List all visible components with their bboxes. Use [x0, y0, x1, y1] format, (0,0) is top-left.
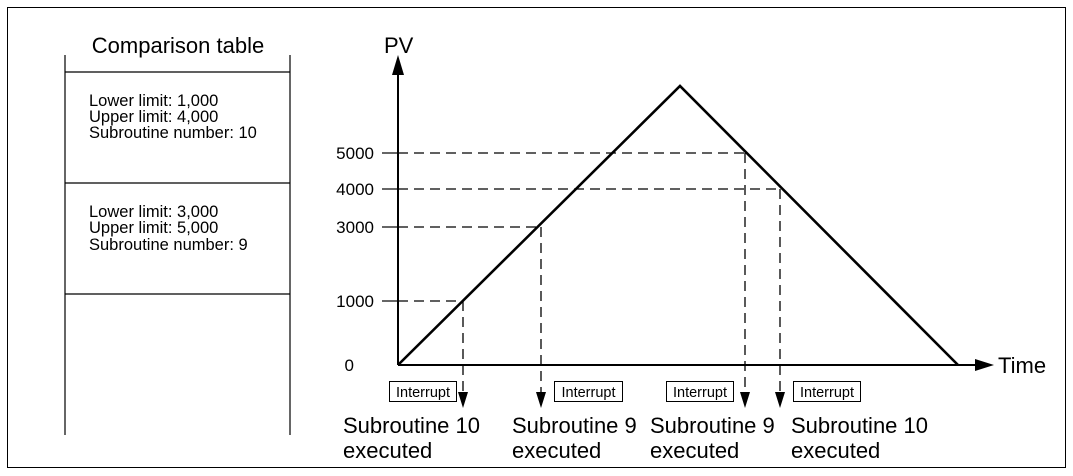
- interrupt-box-4: Interrupt: [793, 381, 861, 402]
- caption-executed: executed: [650, 438, 739, 463]
- tick-label-4000: 4000: [336, 180, 374, 199]
- caption-3: Subroutine 9 executed: [650, 413, 775, 463]
- interrupt-box-1: Interrupt: [389, 381, 457, 402]
- entry-2-upper-limit: Upper limit: 5,000: [89, 219, 218, 237]
- pv-curve: [397, 84, 959, 366]
- caption-executed: executed: [343, 438, 432, 463]
- y-axis-arrowhead: [392, 55, 404, 75]
- caption-subroutine: Subroutine 9: [512, 413, 637, 438]
- comparison-table-title: Comparison table: [92, 33, 264, 58]
- interrupt-label: Interrupt: [396, 385, 450, 401]
- comparison-table: Comparison table Lower limit: 1,000 Uppe…: [64, 33, 291, 435]
- entry-1-upper-limit: Upper limit: 4,000: [89, 108, 218, 126]
- pv-graph: PV Time 5000 4000 3000 1000 0: [336, 33, 1046, 463]
- interrupt-box-frame: [666, 381, 734, 402]
- tick-label-3000: 3000: [336, 218, 374, 237]
- drop-arrowhead-2: [536, 392, 546, 408]
- caption-executed: executed: [512, 438, 601, 463]
- caption-1: Subroutine 10 executed: [343, 413, 480, 463]
- interrupt-box-frame: [554, 381, 623, 402]
- tick-label-5000: 5000: [336, 144, 374, 163]
- table-entry-1: Lower limit: 1,000 Upper limit: 4,000 Su…: [89, 92, 257, 142]
- tick-label-0: 0: [345, 356, 354, 375]
- caption-4: Subroutine 10 executed: [791, 413, 928, 463]
- entry-2-subroutine-number: Subroutine number: 9: [89, 236, 248, 254]
- x-axis-label: Time: [998, 353, 1046, 378]
- entry-1-lower-limit: Lower limit: 1,000: [89, 92, 218, 110]
- interrupt-box-frame: [793, 381, 861, 402]
- entry-1-subroutine-number: Subroutine number: 10: [89, 124, 257, 142]
- interrupt-box-frame: [389, 381, 457, 402]
- tick-label-1000: 1000: [336, 292, 374, 311]
- outer-frame: [7, 7, 1066, 468]
- drop-arrowhead-4: [775, 392, 785, 408]
- caption-2: Subroutine 9 executed: [512, 413, 637, 463]
- interrupt-label: Interrupt: [800, 385, 854, 401]
- caption-executed: executed: [791, 438, 880, 463]
- drop-arrowhead-3: [740, 392, 750, 408]
- interrupt-box-3: Interrupt: [666, 381, 734, 402]
- y-axis-label: PV: [384, 33, 414, 58]
- x-axis-arrowhead: [975, 359, 994, 371]
- caption-subroutine: Subroutine 9: [650, 413, 775, 438]
- drop-arrowhead-1: [458, 392, 468, 408]
- table-entry-2: Lower limit: 3,000 Upper limit: 5,000 Su…: [89, 203, 248, 254]
- interrupt-box-2: Interrupt: [554, 381, 623, 402]
- interrupt-label: Interrupt: [562, 385, 616, 401]
- entry-2-lower-limit: Lower limit: 3,000: [89, 203, 218, 221]
- caption-subroutine: Subroutine 10: [343, 413, 480, 438]
- caption-subroutine: Subroutine 10: [791, 413, 928, 438]
- interrupt-label: Interrupt: [673, 385, 727, 401]
